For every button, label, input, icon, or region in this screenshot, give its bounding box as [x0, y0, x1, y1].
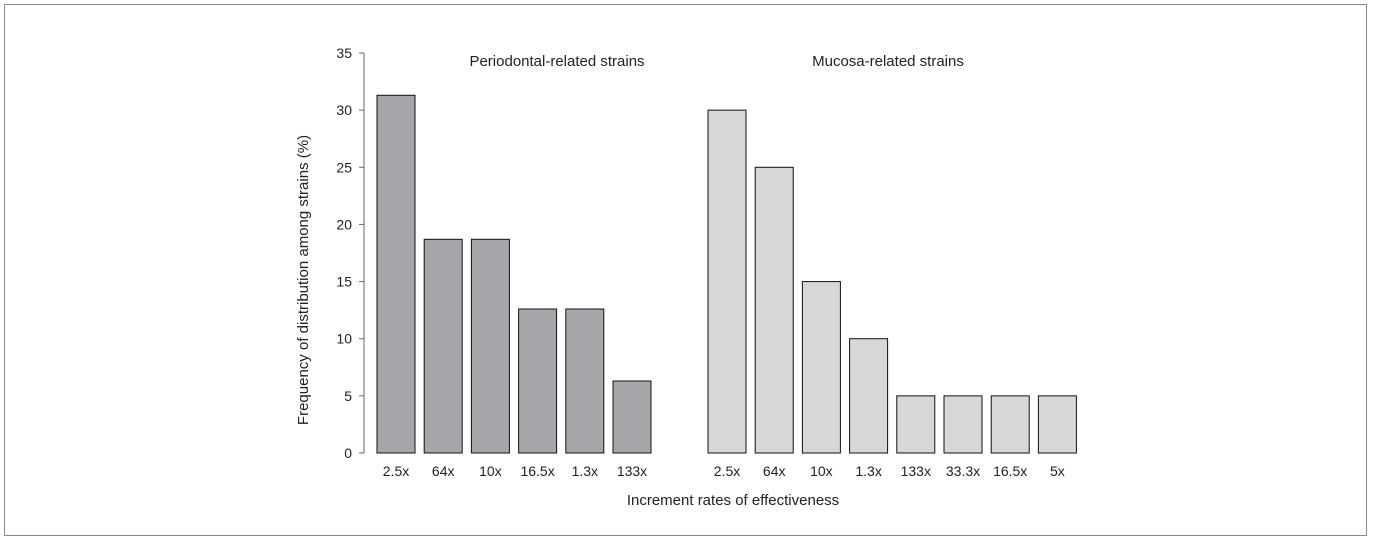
y-tick-label: 10: [336, 331, 352, 347]
bar: [1037, 395, 1077, 454]
x-tick-label: 2.5x: [714, 463, 740, 479]
chart-frame: [4, 4, 1367, 536]
bar: [801, 281, 841, 454]
bar: [849, 338, 889, 454]
x-tick-label: 5x: [1050, 463, 1065, 479]
y-axis: 0 5 10 15 20 25 30 35: [336, 45, 365, 461]
x-tick-label: 64x: [432, 463, 455, 479]
bar: [707, 109, 747, 454]
x-tick-labels: 2.5x 64x 10x 16.5x 1.3x 133x 2.5x 64x 10x 1.3x 133…: [383, 463, 1065, 479]
group-labels: Periodontal-related strains Mucosa-relate…: [469, 53, 963, 70]
x-tick-label: 10x: [810, 463, 833, 479]
x-tick-label: 2.5x: [383, 463, 409, 479]
bar: [612, 380, 652, 454]
x-axis-title: Increment rates of effectiveness: [627, 492, 839, 509]
bar: [423, 238, 463, 454]
bar: [376, 94, 416, 454]
x-tick-label: 1.3x: [572, 463, 598, 479]
bar: [896, 395, 936, 454]
y-tick-label: 15: [336, 274, 352, 290]
y-tick-label: 5: [344, 388, 352, 404]
bar: [990, 395, 1030, 454]
y-tick-label: 20: [336, 216, 352, 232]
bar: [470, 238, 510, 454]
bar: [518, 308, 558, 454]
bars: [376, 94, 1077, 454]
y-tick-label: 0: [344, 445, 352, 461]
x-tick-label: 16.5x: [993, 463, 1027, 479]
y-tick-label: 25: [336, 159, 352, 175]
x-tick-label: 33.3x: [946, 463, 980, 479]
x-tick-label: 16.5x: [520, 463, 554, 479]
x-tick-label: 133x: [617, 463, 647, 479]
x-tick-label: 1.3x: [855, 463, 881, 479]
x-tick-label: 64x: [763, 463, 786, 479]
group-label: Periodontal-related strains: [469, 53, 644, 70]
y-tick-label: 30: [336, 102, 352, 118]
group-label: Mucosa-related strains: [812, 53, 964, 70]
bar: [565, 308, 605, 454]
bar: [754, 166, 794, 454]
y-axis-title: Frequency of distribution among strains …: [295, 135, 312, 425]
bar: [943, 395, 983, 454]
x-tick-label: 133x: [901, 463, 931, 479]
y-tick-label: 35: [336, 45, 352, 61]
x-tick-label: 10x: [479, 463, 502, 479]
